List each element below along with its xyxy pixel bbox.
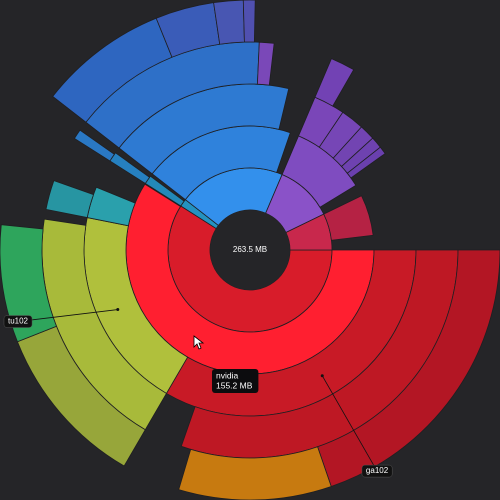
callout-line [17,309,118,322]
arc-segment[interactable] [0,224,58,343]
arc-segment[interactable] [257,41,275,86]
tooltip-value: 155.2 MB [216,380,253,390]
arc-segment[interactable] [178,446,332,500]
tooltip-box [212,369,259,393]
callout-label: tu102 [8,317,29,326]
arc-segment[interactable] [242,0,256,43]
arc-segment[interactable] [323,195,374,241]
arc-segment[interactable] [45,180,95,219]
center-label: 263.5 MB [233,245,267,254]
callout-dot [320,374,324,378]
center-hole [210,210,290,290]
arc-segment[interactable] [346,146,386,179]
mouse-cursor [193,335,205,350]
callout-line [321,375,378,472]
tooltip-name: nvidia [216,370,238,380]
callout-box [361,464,393,478]
callout-label: ga102 [366,466,389,475]
callout-box [3,315,33,328]
arc-segment[interactable] [73,129,115,162]
arc-segment[interactable] [314,58,355,107]
callout-dot [116,308,120,312]
